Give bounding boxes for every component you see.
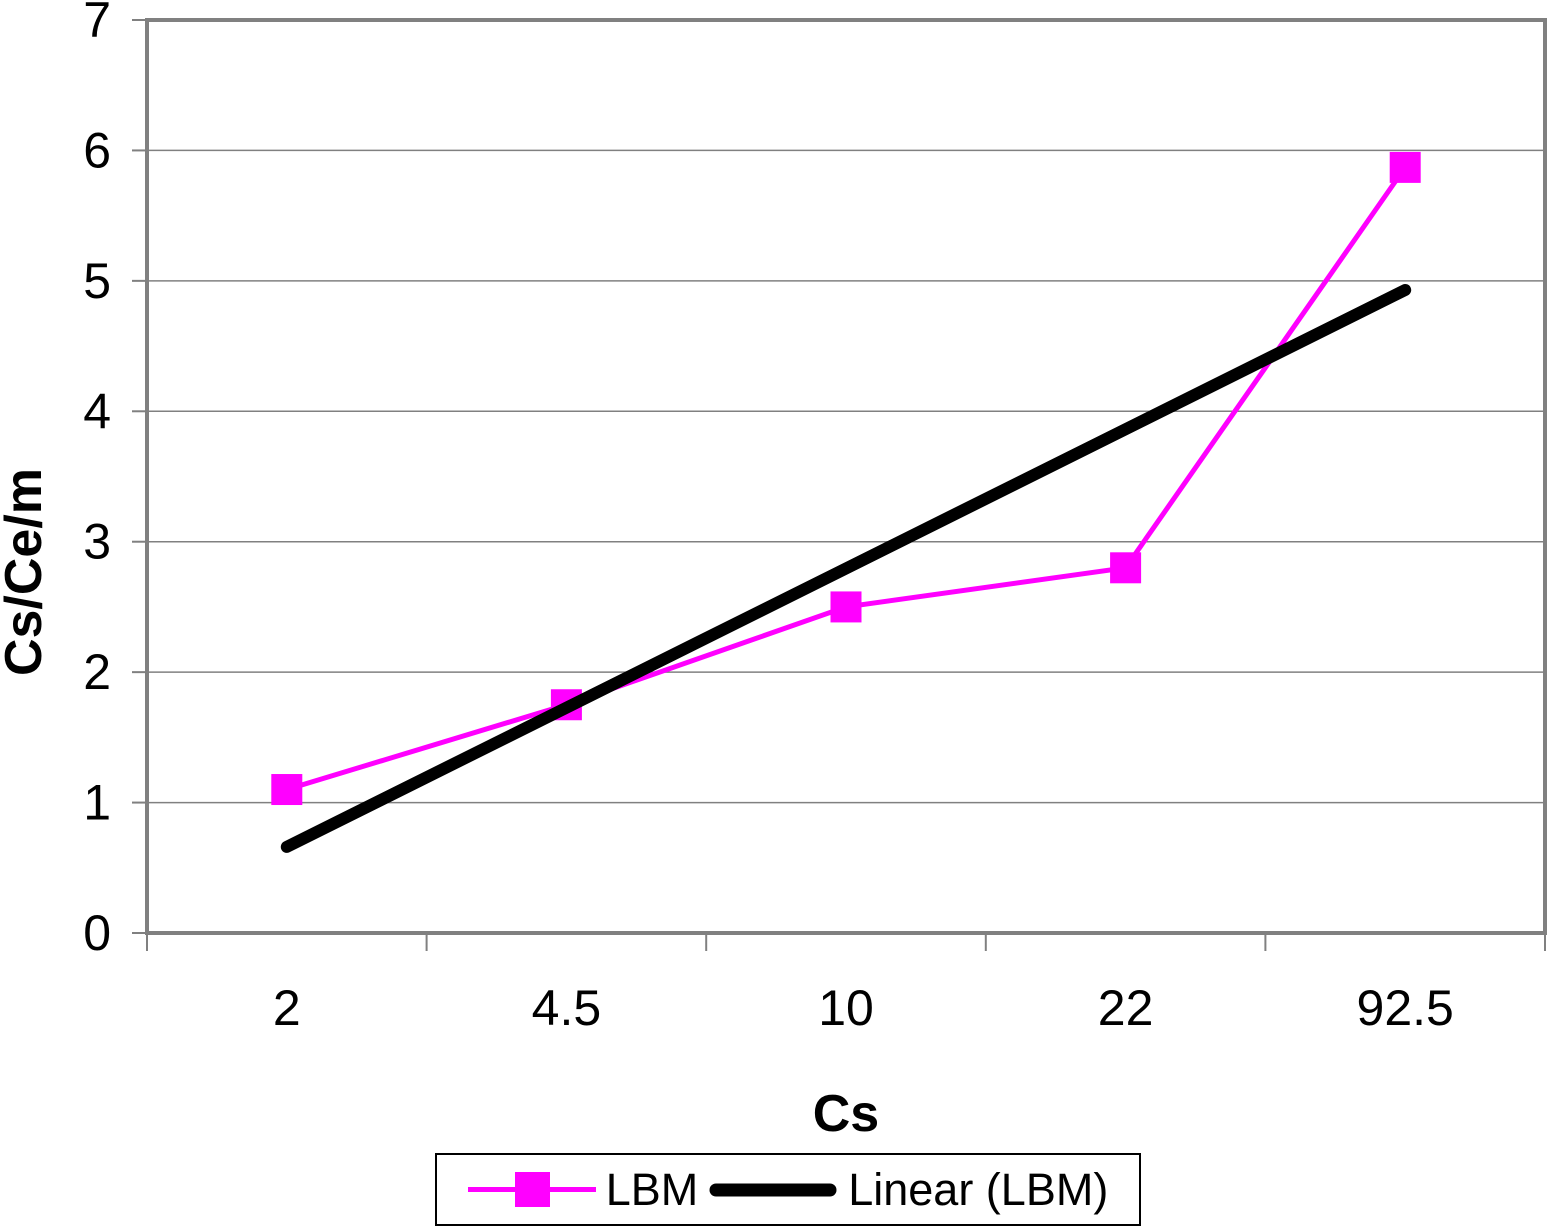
lbm-data-point-marker bbox=[271, 774, 303, 806]
x-tick-label: 2 bbox=[273, 980, 301, 1036]
y-tick-label: 6 bbox=[83, 122, 111, 178]
x-tick-label: 4.5 bbox=[532, 980, 602, 1036]
legend-item-linear: Linear (LBM) bbox=[708, 1164, 1108, 1216]
y-tick-label: 0 bbox=[83, 905, 111, 961]
plot-border bbox=[145, 18, 1547, 935]
y-tick-label: 5 bbox=[83, 253, 111, 309]
plot-svg: 0 1 2 3 4 5 6 7 2 4.5 10 22 92.5 bbox=[83, 0, 1547, 1036]
y-tick-label: 3 bbox=[83, 514, 111, 570]
linear-trendline bbox=[280, 283, 1412, 853]
y-tick-label: 1 bbox=[83, 775, 111, 831]
legend-label-linear: Linear (LBM) bbox=[848, 1163, 1109, 1215]
y-tick-label: 4 bbox=[83, 383, 111, 439]
linear-trendline-swatch-icon bbox=[709, 1183, 837, 1196]
lbm-series-line bbox=[286, 165, 1408, 792]
x-tick-label: 92.5 bbox=[1357, 980, 1454, 1036]
x-axis-title: Cs bbox=[812, 1085, 880, 1143]
y-tick-label: 7 bbox=[83, 0, 111, 48]
y-axis-title: Cs/Ce/m bbox=[0, 467, 53, 677]
y-tick-label: 2 bbox=[83, 644, 111, 700]
x-tick-label: 10 bbox=[818, 980, 874, 1036]
legend-label-lbm: LBM bbox=[605, 1163, 699, 1215]
legend-item-lbm: LBM bbox=[467, 1163, 699, 1216]
x-tick-label: 22 bbox=[1098, 980, 1154, 1036]
lbm-series-swatch-icon bbox=[467, 1172, 596, 1207]
lbm-data-point-marker bbox=[1389, 151, 1421, 183]
lbm-data-point-marker bbox=[1110, 552, 1142, 584]
lbm-data-point-marker bbox=[830, 591, 862, 623]
legend: LBM Linear (LBM) bbox=[435, 1153, 1141, 1226]
